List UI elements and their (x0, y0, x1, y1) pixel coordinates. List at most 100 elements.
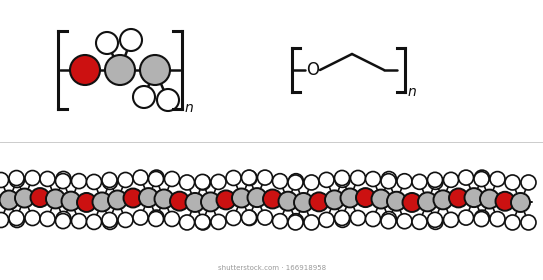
Circle shape (490, 212, 505, 227)
Circle shape (103, 174, 117, 190)
Circle shape (149, 170, 164, 185)
Circle shape (226, 211, 241, 225)
Circle shape (304, 175, 319, 190)
Circle shape (310, 192, 329, 211)
Circle shape (165, 211, 180, 227)
Circle shape (288, 175, 303, 190)
Circle shape (195, 214, 210, 229)
Circle shape (356, 188, 375, 207)
Circle shape (273, 174, 287, 189)
Circle shape (475, 210, 489, 225)
Circle shape (382, 172, 396, 186)
Circle shape (15, 188, 34, 207)
Circle shape (40, 171, 55, 186)
Circle shape (242, 211, 257, 225)
Circle shape (118, 213, 133, 227)
Circle shape (170, 192, 189, 211)
Circle shape (279, 192, 298, 211)
Circle shape (86, 214, 102, 229)
Circle shape (96, 32, 118, 54)
Circle shape (149, 210, 164, 225)
Circle shape (334, 211, 350, 225)
Circle shape (140, 55, 170, 85)
Circle shape (474, 172, 489, 186)
Circle shape (77, 193, 96, 212)
Circle shape (242, 170, 256, 185)
Circle shape (92, 192, 111, 211)
Circle shape (428, 214, 443, 229)
Circle shape (382, 212, 396, 227)
Circle shape (195, 175, 211, 190)
Circle shape (496, 192, 515, 211)
Circle shape (521, 175, 536, 190)
Circle shape (335, 212, 350, 227)
Circle shape (412, 174, 427, 189)
Circle shape (474, 212, 489, 227)
Circle shape (195, 174, 210, 189)
Circle shape (248, 188, 267, 207)
Circle shape (148, 171, 163, 186)
Circle shape (9, 211, 24, 226)
Circle shape (72, 214, 86, 228)
Circle shape (118, 172, 133, 187)
Circle shape (201, 192, 220, 211)
Circle shape (30, 188, 49, 207)
Circle shape (433, 190, 452, 209)
Circle shape (294, 193, 313, 212)
Circle shape (397, 174, 412, 189)
Circle shape (490, 172, 505, 186)
Circle shape (155, 190, 174, 209)
Circle shape (0, 172, 9, 188)
Circle shape (350, 171, 365, 185)
Text: O: O (306, 61, 319, 79)
Circle shape (217, 190, 236, 209)
Circle shape (242, 210, 256, 225)
Circle shape (464, 188, 483, 207)
Circle shape (157, 89, 179, 111)
Circle shape (458, 210, 473, 225)
Circle shape (325, 190, 344, 209)
Circle shape (211, 174, 226, 189)
Circle shape (350, 211, 365, 225)
Circle shape (133, 170, 148, 185)
Circle shape (381, 174, 396, 189)
Circle shape (0, 190, 18, 209)
Circle shape (55, 174, 71, 189)
Circle shape (511, 193, 530, 212)
Circle shape (242, 171, 257, 185)
Circle shape (9, 172, 24, 188)
Circle shape (180, 175, 194, 190)
Circle shape (335, 172, 350, 187)
Text: n: n (408, 85, 416, 99)
Circle shape (412, 214, 427, 229)
Circle shape (480, 190, 499, 209)
Circle shape (103, 214, 117, 229)
Circle shape (56, 211, 71, 227)
Circle shape (444, 212, 458, 227)
Circle shape (365, 212, 381, 227)
Circle shape (139, 188, 158, 207)
Circle shape (165, 171, 180, 186)
Circle shape (186, 193, 205, 212)
Circle shape (61, 192, 80, 211)
Circle shape (0, 213, 9, 227)
Circle shape (449, 188, 468, 207)
Circle shape (108, 190, 127, 209)
Circle shape (105, 55, 135, 85)
Circle shape (505, 215, 520, 230)
Circle shape (211, 214, 226, 229)
Circle shape (123, 188, 142, 207)
Circle shape (40, 211, 55, 227)
Circle shape (257, 210, 273, 225)
Text: n: n (185, 101, 194, 115)
Circle shape (458, 170, 473, 185)
Circle shape (263, 190, 282, 209)
Circle shape (387, 192, 406, 211)
Circle shape (133, 86, 155, 108)
Circle shape (427, 172, 443, 187)
Circle shape (25, 211, 40, 226)
Circle shape (475, 170, 489, 185)
Circle shape (9, 213, 24, 227)
Circle shape (288, 174, 304, 189)
Circle shape (397, 214, 412, 229)
